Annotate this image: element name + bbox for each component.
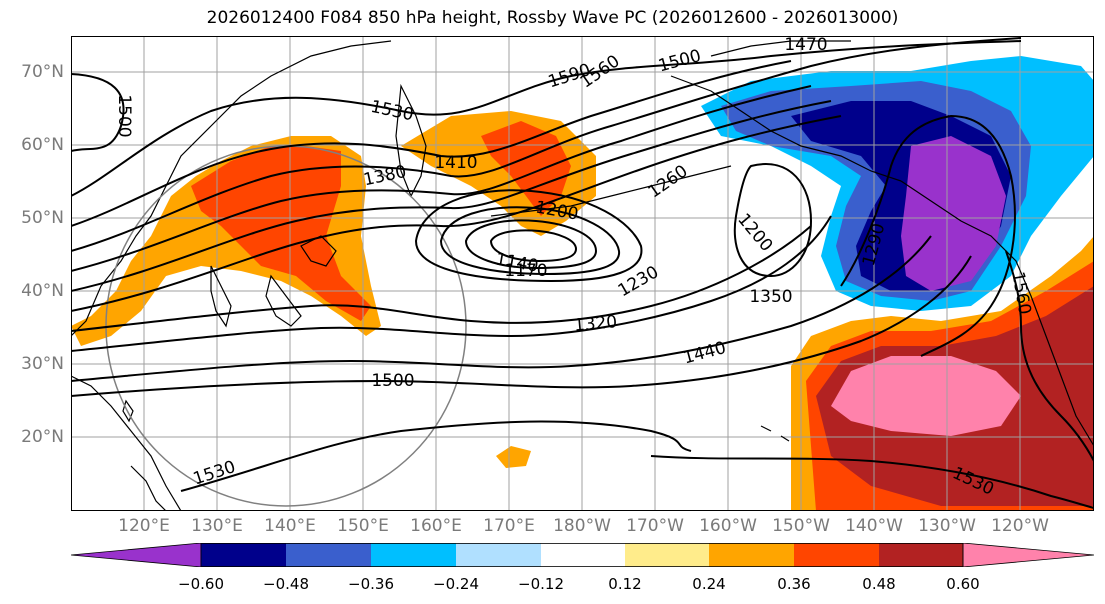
- negative-anomaly-core: [901, 136, 1006, 291]
- contour-label: 1320: [573, 312, 618, 336]
- colorbar: [71, 543, 1094, 567]
- contour-1290: [840, 114, 1016, 357]
- colorbar-tick: 0.12: [608, 575, 642, 593]
- colorbar-tick: −0.48: [263, 575, 309, 593]
- contour-label: 1560: [577, 51, 624, 92]
- positive-anomaly-subtropical-core: [831, 356, 1021, 436]
- contour-label: 1170: [504, 261, 547, 281]
- colorbar-segment: [794, 543, 879, 567]
- contour-1320: [71, 225, 812, 332]
- lon-label-130e: 130°E: [191, 516, 243, 536]
- colorbar-segment: [709, 543, 794, 567]
- contour-label: 1350: [749, 287, 792, 307]
- lon-label-140w: 140°W: [845, 516, 903, 536]
- contour-1440: [71, 235, 932, 382]
- contour-1500-south: [71, 255, 972, 397]
- lon-label-150e: 150°E: [337, 516, 389, 536]
- longitude-labels: 120°E 130°E 140°E 150°E 160°E 170°E 180°…: [0, 516, 1105, 540]
- height-contours: [71, 37, 1094, 509]
- colorbar-segment: [541, 543, 625, 567]
- colorbar-min-extend: [71, 543, 202, 567]
- map-frame: [71, 36, 1094, 511]
- coastline-alaska-north: [710, 40, 851, 57]
- contour-label: 1530: [191, 457, 238, 489]
- colorbar-tick: −0.60: [178, 575, 224, 593]
- contour-1440-north: [71, 85, 812, 272]
- contour-1560: [1005, 250, 1094, 462]
- colorbar-max-extend: [962, 543, 1094, 567]
- coastline-north-america: [900, 180, 1094, 447]
- lon-label-130w: 130°W: [918, 516, 976, 536]
- colorbar-frame: [200, 543, 964, 567]
- colorbar-segment: [879, 543, 963, 567]
- contour-1380: [71, 115, 842, 312]
- anomaly-shading: [71, 56, 1094, 511]
- lon-label-160e: 160°E: [410, 516, 462, 536]
- colorbar-tick: −0.12: [518, 575, 564, 593]
- lon-label-150w: 150°W: [772, 516, 830, 536]
- positive-anomaly-japan-core: [191, 146, 371, 321]
- contour-low-outer: [414, 189, 643, 283]
- coastline-korea: [210, 265, 232, 328]
- colorbar-tick: −0.24: [433, 575, 479, 593]
- contour-1530-north: [71, 40, 1022, 197]
- coastline-hawaii: [760, 425, 790, 442]
- lat-label-60n: 60°N: [21, 135, 64, 155]
- contour-1410: [71, 100, 832, 292]
- contour-1140: [489, 229, 578, 263]
- contour-1200-east: [733, 163, 813, 278]
- colorbar-tick: 0.24: [692, 575, 726, 593]
- lon-label-120w: 120°W: [991, 516, 1049, 536]
- lat-label-20n: 20°N: [21, 427, 64, 447]
- contour-label: 1200: [733, 210, 776, 256]
- coastline-kamchatka: [395, 83, 427, 198]
- contour-1170: [464, 219, 598, 270]
- colorbar-tick: −0.36: [348, 575, 394, 593]
- contour-1350: [71, 215, 832, 352]
- contour-1470: [71, 37, 1022, 252]
- contour-1500-north: [71, 73, 125, 152]
- colorbar-segment: [201, 543, 286, 567]
- lon-label-160w: 160°W: [699, 516, 757, 536]
- colorbar-tick: 0.36: [777, 575, 811, 593]
- lat-label-50n: 50°N: [21, 208, 64, 228]
- colorbar-segment: [625, 543, 709, 567]
- colorbar-tick: 0.48: [862, 575, 896, 593]
- lon-label-170w: 170°W: [626, 516, 684, 536]
- coastline-taiwan: [122, 399, 134, 423]
- contour-label: 1470: [784, 36, 827, 55]
- colorbar-segment: [371, 543, 456, 567]
- contour-1530-south: [180, 420, 692, 492]
- contour-label: 1410: [434, 153, 477, 173]
- lon-label-180w: 180°W: [553, 516, 611, 536]
- lat-label-70n: 70°N: [21, 62, 64, 82]
- lat-label-40n: 40°N: [21, 281, 64, 301]
- coastline-aleutians: [490, 165, 732, 217]
- lon-label-140e: 140°E: [264, 516, 316, 536]
- coastline-china: [71, 375, 182, 511]
- contour-1530-east: [650, 455, 1094, 509]
- colorbar-tick: 0.60: [946, 575, 980, 593]
- positive-anomaly-small: [496, 446, 531, 468]
- contour-label: 1500: [114, 94, 134, 137]
- colorbar-segment: [286, 543, 371, 567]
- contour-label: 1500: [371, 371, 414, 391]
- lon-label-170e: 170°E: [483, 516, 535, 536]
- coastline-philippines: [130, 465, 167, 511]
- map-panel[interactable]: 1470 1590 1560 1500 1500 1530 1410 1380 …: [71, 36, 1094, 511]
- lat-label-30n: 30°N: [21, 354, 64, 374]
- colorbar-segment: [456, 543, 541, 567]
- contour-1500: [71, 60, 792, 227]
- plot-title: 2026012400 F084 850 hPa height, Rossby W…: [206, 8, 899, 28]
- contour-label: 1260: [645, 161, 692, 202]
- lon-label-120e: 120°E: [118, 516, 170, 536]
- contour-1200: [439, 206, 621, 276]
